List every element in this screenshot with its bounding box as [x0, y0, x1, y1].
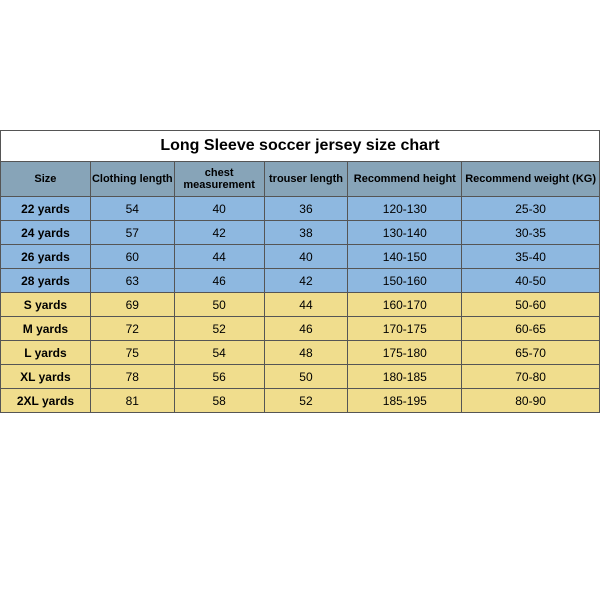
table-cell: 60: [90, 245, 174, 269]
table-cell: 26 yards: [1, 245, 91, 269]
table-cell: 30-35: [462, 221, 600, 245]
table-cell: 25-30: [462, 197, 600, 221]
table-cell: 75: [90, 341, 174, 365]
table-cell: 52: [174, 317, 264, 341]
table-row: 26 yards604440140-15035-40: [1, 245, 600, 269]
table-cell: 60-65: [462, 317, 600, 341]
table-cell: 46: [264, 317, 348, 341]
table-cell: S yards: [1, 293, 91, 317]
table-cell: 69: [90, 293, 174, 317]
table-cell: 150-160: [348, 269, 462, 293]
table-cell: 22 yards: [1, 197, 91, 221]
table-row: 24 yards574238130-14030-35: [1, 221, 600, 245]
column-header: chest measurement: [174, 162, 264, 197]
table-cell: 24 yards: [1, 221, 91, 245]
table-cell: 56: [174, 365, 264, 389]
table-cell: 160-170: [348, 293, 462, 317]
table-cell: 50: [264, 365, 348, 389]
table-cell: 170-175: [348, 317, 462, 341]
table-cell: 63: [90, 269, 174, 293]
table-cell: 140-150: [348, 245, 462, 269]
table-cell: 44: [174, 245, 264, 269]
table-cell: 50-60: [462, 293, 600, 317]
table-cell: 42: [264, 269, 348, 293]
table-cell: 180-185: [348, 365, 462, 389]
table-cell: 175-180: [348, 341, 462, 365]
table-cell: 54: [90, 197, 174, 221]
table-row: M yards725246170-17560-65: [1, 317, 600, 341]
table-cell: 40-50: [462, 269, 600, 293]
table-cell: 81: [90, 389, 174, 413]
column-header: trouser length: [264, 162, 348, 197]
table-row: S yards695044160-17050-60: [1, 293, 600, 317]
table-cell: 40: [174, 197, 264, 221]
table-cell: 80-90: [462, 389, 600, 413]
table-row: XL yards785650180-18570-80: [1, 365, 600, 389]
column-header: Recommend height: [348, 162, 462, 197]
table-cell: 50: [174, 293, 264, 317]
table-cell: 44: [264, 293, 348, 317]
column-header: Recommend weight (KG): [462, 162, 600, 197]
table-cell: 35-40: [462, 245, 600, 269]
table-cell: 42: [174, 221, 264, 245]
table-cell: 38: [264, 221, 348, 245]
table-cell: 46: [174, 269, 264, 293]
table-row: 28 yards634642150-16040-50: [1, 269, 600, 293]
table-cell: 52: [264, 389, 348, 413]
table-row: 2XL yards815852185-19580-90: [1, 389, 600, 413]
table-cell: M yards: [1, 317, 91, 341]
table-cell: 2XL yards: [1, 389, 91, 413]
table-cell: 72: [90, 317, 174, 341]
column-header: Clothing length: [90, 162, 174, 197]
table-cell: 57: [90, 221, 174, 245]
table-row: 22 yards544036120-13025-30: [1, 197, 600, 221]
table-cell: 130-140: [348, 221, 462, 245]
table-cell: 36: [264, 197, 348, 221]
table-row: L yards755448175-18065-70: [1, 341, 600, 365]
column-header: Size: [1, 162, 91, 197]
size-chart-container: Long Sleeve soccer jersey size chartSize…: [0, 130, 600, 413]
table-cell: 40: [264, 245, 348, 269]
table-cell: 185-195: [348, 389, 462, 413]
table-cell: 28 yards: [1, 269, 91, 293]
table-cell: 70-80: [462, 365, 600, 389]
table-cell: 58: [174, 389, 264, 413]
table-cell: 48: [264, 341, 348, 365]
table-cell: 78: [90, 365, 174, 389]
table-cell: 65-70: [462, 341, 600, 365]
table-cell: 120-130: [348, 197, 462, 221]
table-cell: XL yards: [1, 365, 91, 389]
size-chart-table: Long Sleeve soccer jersey size chartSize…: [0, 130, 600, 413]
table-title: Long Sleeve soccer jersey size chart: [1, 131, 600, 162]
table-cell: L yards: [1, 341, 91, 365]
table-cell: 54: [174, 341, 264, 365]
